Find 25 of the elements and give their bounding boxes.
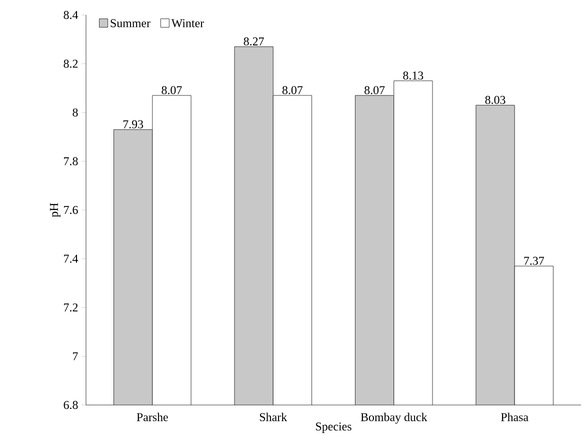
y-tick-label: 7.6 [64,206,78,214]
data-label: 8.07 [282,86,303,94]
x-tick-label: Parshe [136,412,168,422]
legend-label: Winter [171,19,204,28]
data-label: 7.37 [524,256,544,265]
data-label: 7.93 [123,120,144,128]
data-label: 8.07 [364,86,385,94]
x-tick-label: Phasa [500,412,528,422]
y-tick-label: 6.8 [64,400,78,409]
y-tick-label: 8.4 [64,10,78,19]
y-tick-label: 7.8 [64,157,78,166]
y-tick-label: 8.2 [64,60,78,68]
data-label: 8.03 [485,96,506,104]
x-tick-label: Shark [260,412,288,422]
y-tick-label: 8 [72,108,78,116]
data-label: 8.07 [162,86,182,94]
data-label: 8.27 [244,37,264,46]
legend-label: Summer [110,19,150,28]
x-tick-label: Bombay duck [360,412,428,424]
y-tick-label: 7.4 [64,254,78,263]
data-label: 8.13 [403,71,424,80]
y-axis-title: pH [50,202,60,217]
y-tick-label: 7.2 [64,303,78,312]
x-axis-title: Species [316,422,352,433]
y-tick-label: 7 [73,352,78,360]
